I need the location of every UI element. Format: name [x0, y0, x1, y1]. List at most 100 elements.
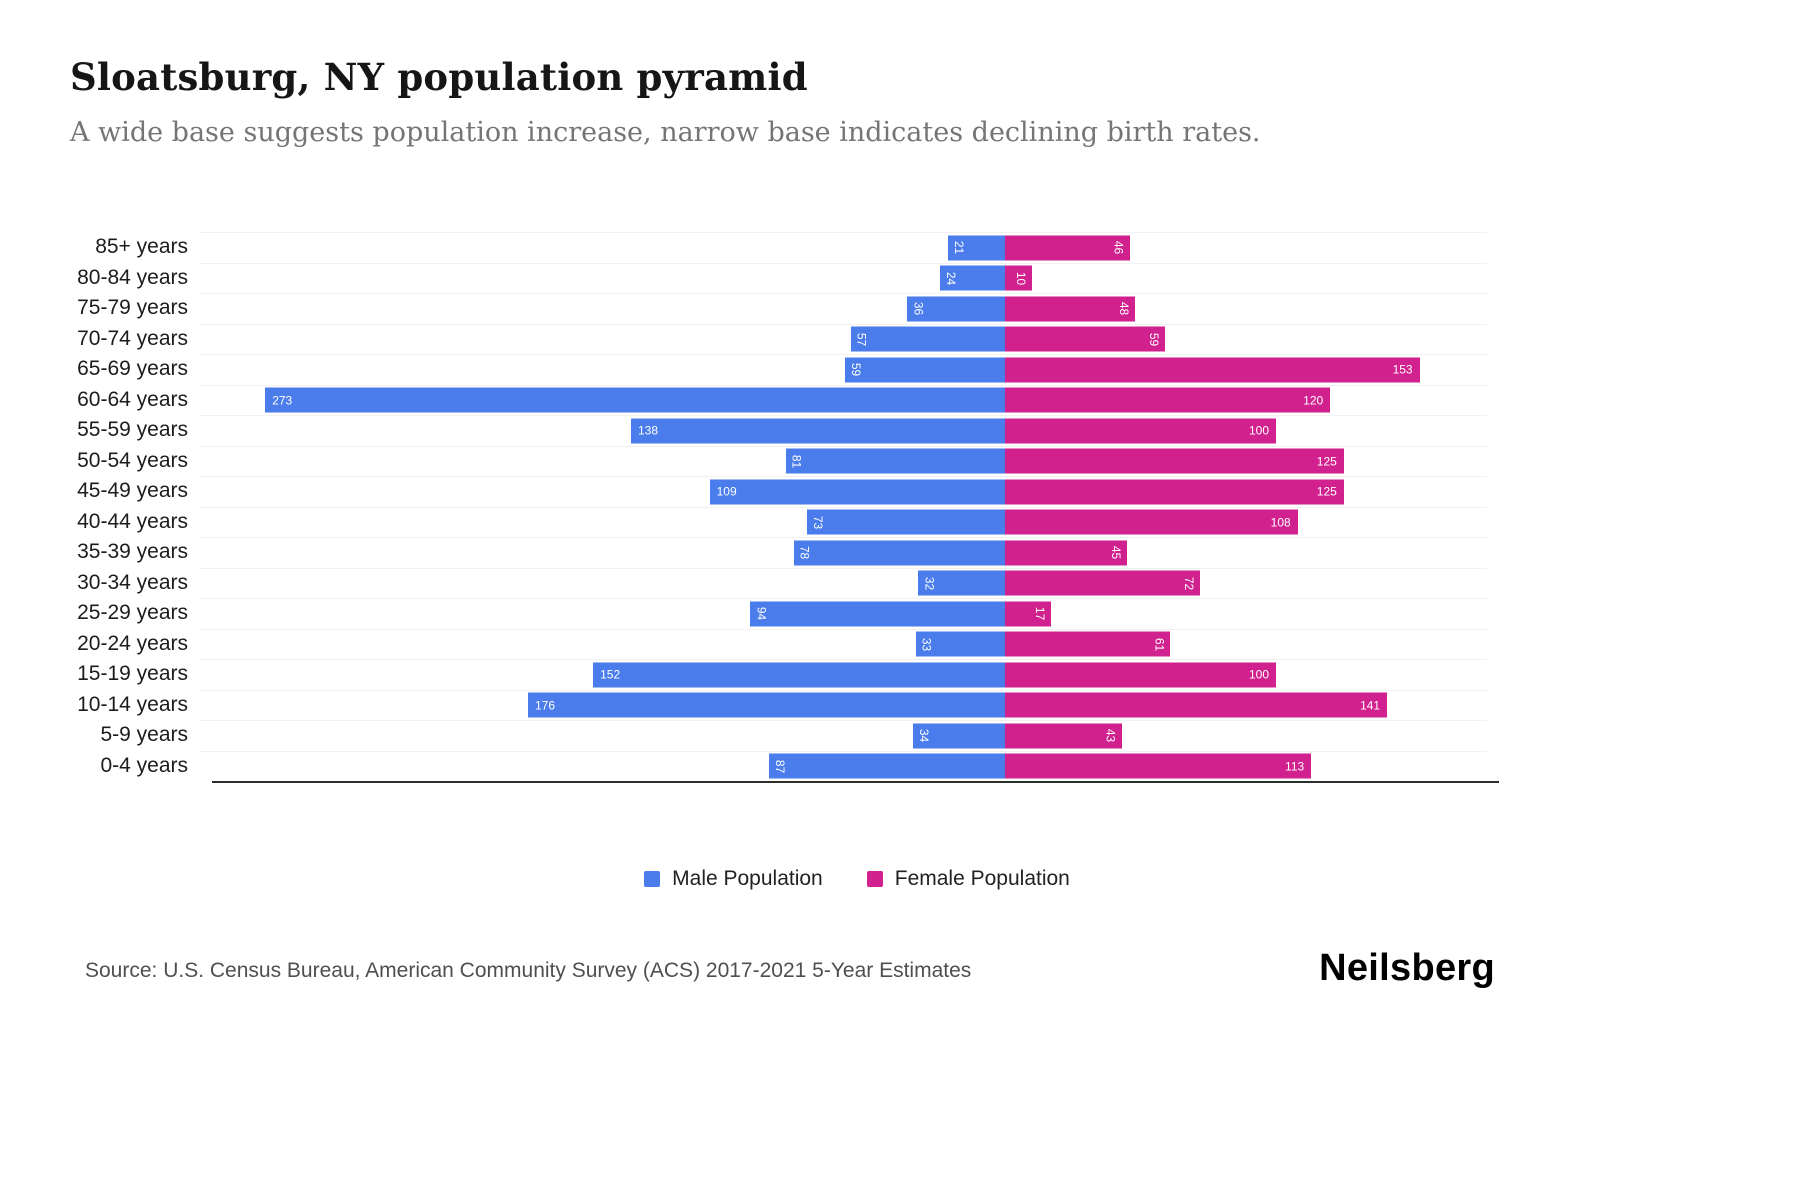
age-label: 10-14 years [77, 692, 188, 716]
female-bar[interactable]: 48 [1005, 296, 1136, 322]
row-plot: 73 108 [200, 506, 1487, 538]
pyramid-row: 20-24 years 33 61 [60, 628, 1800, 660]
female-bar[interactable]: 141 [1005, 692, 1388, 718]
row-plot: 33 61 [200, 628, 1487, 660]
female-bar[interactable]: 72 [1005, 570, 1201, 596]
value-label: 138 [638, 423, 659, 438]
legend-item-female[interactable]: Female Population [866, 867, 1070, 891]
value-label: 48 [1117, 302, 1132, 316]
female-bar[interactable]: 108 [1005, 509, 1298, 535]
male-bar[interactable]: 87 [769, 753, 1005, 779]
female-bar[interactable]: 17 [1005, 601, 1052, 627]
chart-header: Sloatsburg, NY population pyramid A wide… [0, 0, 1800, 148]
value-label: 125 [1316, 454, 1337, 469]
chart-legend: Male Population Female Population [0, 867, 1714, 891]
age-label: 60-64 years [77, 387, 188, 411]
value-label: 120 [1303, 393, 1324, 408]
legend-item-male[interactable]: Male Population [644, 867, 823, 891]
row-plot: 109 125 [200, 476, 1487, 507]
value-label: 61 [1152, 637, 1167, 651]
pyramid-row: 10-14 years 176 141 [60, 689, 1800, 721]
male-bar[interactable]: 24 [940, 265, 1005, 291]
row-plot: 32 72 [200, 567, 1487, 599]
male-bar[interactable]: 73 [807, 509, 1005, 535]
male-bar[interactable]: 21 [948, 235, 1005, 261]
value-label: 59 [849, 363, 864, 377]
pyramid-rows: 85+ years 21 46 80-84 years 24 10 75-79 years 3… [60, 232, 1800, 781]
male-bar[interactable]: 57 [850, 326, 1005, 352]
female-bar[interactable]: 125 [1005, 479, 1344, 505]
male-bar[interactable]: 59 [845, 357, 1005, 383]
value-label: 109 [716, 484, 737, 499]
female-bar[interactable]: 100 [1005, 662, 1276, 688]
value-label: 21 [952, 241, 967, 255]
female-bar[interactable]: 61 [1005, 631, 1171, 657]
value-label: 152 [600, 667, 621, 682]
value-label: 94 [754, 607, 769, 621]
age-label: 70-74 years [77, 326, 188, 350]
brand-logo: Neilsberg [1319, 947, 1495, 989]
row-plot: 78 45 [200, 537, 1487, 568]
row-plot: 59 153 [200, 354, 1487, 385]
female-bar[interactable]: 59 [1005, 326, 1165, 352]
male-bar[interactable]: 138 [631, 418, 1005, 444]
male-bar[interactable]: 273 [265, 387, 1005, 413]
age-label: 25-29 years [77, 601, 188, 625]
pyramid-row: 80-84 years 24 10 [60, 262, 1800, 294]
population-pyramid-chart: 85+ years 21 46 80-84 years 24 10 75-79 years 3… [60, 232, 1800, 783]
female-bar[interactable]: 45 [1005, 540, 1127, 566]
male-bar[interactable]: 176 [528, 692, 1005, 718]
value-label: 141 [1360, 698, 1381, 713]
row-plot: 152 100 [200, 659, 1487, 690]
age-label: 15-19 years [77, 662, 188, 686]
male-bar[interactable]: 109 [709, 479, 1005, 505]
female-bar[interactable]: 125 [1005, 448, 1344, 474]
female-bar[interactable]: 113 [1005, 753, 1312, 779]
male-bar[interactable]: 33 [915, 631, 1005, 657]
male-bar[interactable]: 36 [907, 296, 1005, 322]
value-label: 100 [1248, 667, 1269, 682]
value-label: 34 [916, 729, 931, 743]
age-label: 30-34 years [77, 570, 188, 594]
male-bar[interactable]: 34 [912, 723, 1005, 749]
value-label: 10 [1014, 271, 1029, 285]
female-bar[interactable]: 100 [1005, 418, 1276, 444]
source-note: Source: U.S. Census Bureau, American Com… [85, 959, 972, 982]
pyramid-row: 75-79 years 36 48 [60, 293, 1800, 324]
row-plot: 81 125 [200, 445, 1487, 477]
row-plot: 138 100 [200, 415, 1487, 446]
age-label: 55-59 years [77, 418, 188, 442]
row-plot: 24 10 [200, 262, 1487, 294]
male-bar[interactable]: 94 [750, 601, 1005, 627]
value-label: 17 [1033, 607, 1048, 621]
pyramid-row: 30-34 years 32 72 [60, 567, 1800, 599]
value-label: 36 [911, 302, 926, 316]
value-label: 100 [1248, 423, 1269, 438]
female-bar[interactable]: 153 [1005, 357, 1420, 383]
row-plot: 94 17 [200, 598, 1487, 629]
male-bar[interactable]: 152 [593, 662, 1005, 688]
value-label: 59 [1146, 332, 1161, 346]
value-label: 108 [1270, 515, 1291, 530]
male-bar[interactable]: 81 [785, 448, 1005, 474]
age-label: 45-49 years [77, 479, 188, 503]
row-plot: 176 141 [200, 689, 1487, 721]
age-label: 5-9 years [100, 723, 188, 747]
age-label: 20-24 years [77, 631, 188, 655]
male-bar[interactable]: 32 [918, 570, 1005, 596]
value-label: 72 [1182, 576, 1197, 590]
pyramid-row: 45-49 years 109 125 [60, 476, 1800, 507]
female-bar[interactable]: 120 [1005, 387, 1331, 413]
pyramid-row: 65-69 years 59 153 [60, 354, 1800, 385]
value-label: 273 [272, 393, 293, 408]
value-label: 24 [944, 271, 958, 285]
row-plot: 36 48 [200, 293, 1487, 324]
female-bar[interactable]: 10 [1005, 265, 1033, 291]
row-plot: 34 43 [200, 720, 1487, 751]
female-bar[interactable]: 46 [1005, 235, 1130, 261]
age-label: 50-54 years [77, 448, 188, 472]
pyramid-row: 35-39 years 78 45 [60, 537, 1800, 568]
male-bar[interactable]: 78 [793, 540, 1005, 566]
pyramid-row: 15-19 years 152 100 [60, 659, 1800, 690]
female-bar[interactable]: 43 [1005, 723, 1122, 749]
